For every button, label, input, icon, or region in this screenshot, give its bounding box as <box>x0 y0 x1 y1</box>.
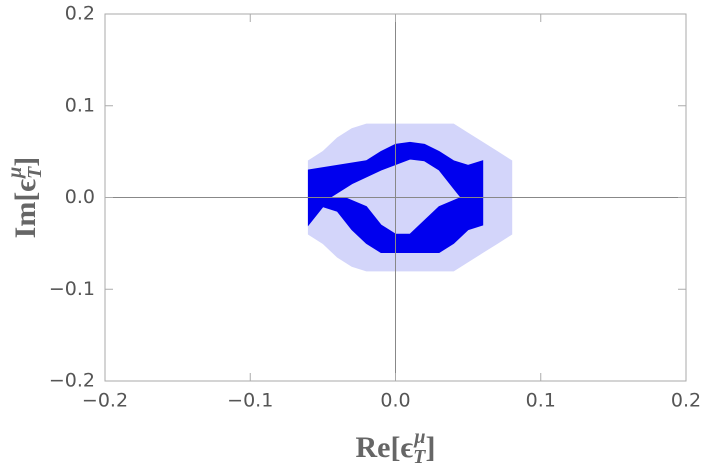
y-axis-label-head: Im[ϵ <box>9 179 42 239</box>
x-axis-label-head: Re[ϵ <box>356 431 414 464</box>
y-axis-label-sub: T <box>24 166 46 179</box>
y-tick-label: 0.1 <box>65 94 95 116</box>
y-axis-label: Im[ϵTμ] <box>4 157 46 239</box>
y-tick-label: 0.2 <box>65 3 95 25</box>
x-tick-label: 0.2 <box>671 390 701 412</box>
x-axis-label-tail: ] <box>425 431 435 464</box>
x-axis-label-sup: μ <box>413 426 425 448</box>
y-tick-label: 0.0 <box>65 186 95 208</box>
x-tick-label: −0.2 <box>82 390 128 412</box>
y-tick-label: −0.2 <box>49 370 95 392</box>
y-axis-label-tail: ] <box>9 157 42 167</box>
y-tick-label: −0.1 <box>49 278 95 300</box>
y-axis-label-sup: μ <box>4 167 26 179</box>
x-tick-label: 0.1 <box>526 390 556 412</box>
x-axis-label-sub: T <box>413 446 426 468</box>
x-axis-label: Re[ϵTμ] <box>356 426 436 468</box>
x-tick-label: −0.1 <box>227 390 273 412</box>
x-tick-label: 0.0 <box>380 390 410 412</box>
